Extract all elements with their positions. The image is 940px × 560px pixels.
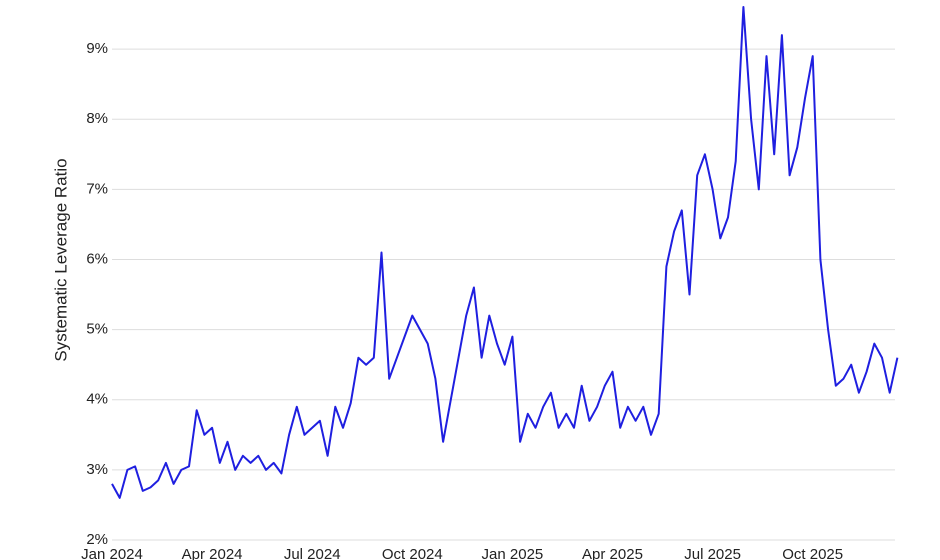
x-tick-label: Apr 2025 [582, 546, 643, 560]
x-tick-label: Apr 2024 [182, 546, 243, 560]
x-tick-label: Jan 2025 [482, 546, 544, 560]
x-tick-label: Jul 2025 [684, 546, 741, 560]
y-axis-label: Systematic Leverage Ratio [51, 158, 70, 361]
y-tick-label: 4% [86, 391, 108, 408]
y-tick-label: 6% [86, 250, 108, 267]
y-tick-label: 9% [86, 40, 108, 57]
x-tick-label: Jul 2024 [284, 546, 341, 560]
y-tick-label: 5% [86, 321, 108, 338]
y-tick-label: 3% [86, 461, 108, 478]
x-tick-label: Jan 2024 [81, 546, 143, 560]
y-tick-label: 2% [86, 531, 108, 548]
line-series [111, 6, 899, 499]
x-tick-label: Oct 2024 [382, 546, 443, 560]
y-tick-label: 8% [86, 110, 108, 127]
x-tick-label: Oct 2025 [782, 546, 843, 560]
y-tick-label: 7% [86, 180, 108, 197]
